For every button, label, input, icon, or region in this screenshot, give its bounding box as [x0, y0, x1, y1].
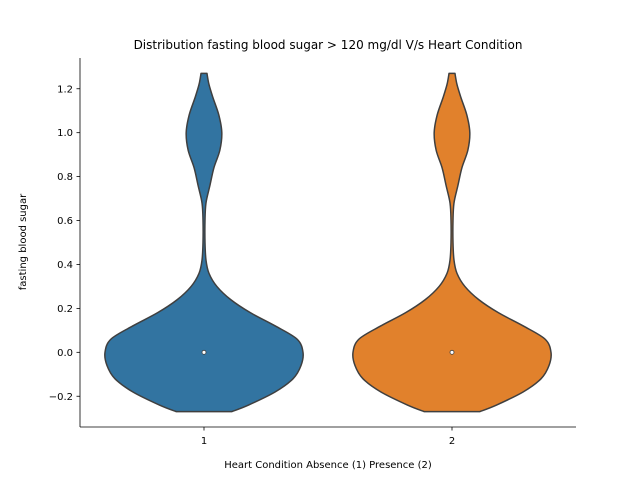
y-axis-label: fasting blood sugar: [18, 193, 29, 290]
violin-body: [352, 72, 552, 413]
violin-group: [104, 72, 552, 413]
y-tick-label: −0.2: [49, 392, 73, 403]
y-tick-label: 0.4: [57, 260, 73, 271]
x-tick-label: 1: [201, 436, 207, 447]
y-axis-ticks: −0.2 0.0 0.2 0.4 0.6 0.8 1.0 1.2: [49, 84, 80, 403]
median-point: [449, 349, 455, 355]
y-tick-label: 0.8: [57, 172, 73, 183]
x-tick-label: 2: [449, 436, 455, 447]
y-tick-label: 0.0: [57, 348, 73, 359]
chart-title: Distribution fasting blood sugar > 120 m…: [134, 38, 523, 52]
y-tick-label: 1.0: [57, 128, 73, 139]
median-point: [201, 349, 207, 355]
violin-body: [104, 72, 304, 413]
y-tick-label: 1.2: [57, 84, 73, 95]
x-axis-label: Heart Condition Absence (1) Presence (2): [224, 460, 432, 471]
y-tick-label: 0.6: [57, 216, 73, 227]
y-tick-label: 0.2: [57, 304, 73, 315]
